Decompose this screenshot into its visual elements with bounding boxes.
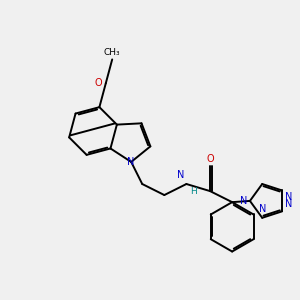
Text: N: N — [240, 196, 247, 206]
Text: O: O — [206, 154, 214, 164]
Text: N: N — [285, 199, 293, 209]
Text: O: O — [94, 78, 102, 88]
Text: N: N — [177, 170, 184, 180]
Text: N: N — [285, 192, 293, 202]
Text: N: N — [128, 157, 135, 167]
Text: H: H — [190, 187, 197, 196]
Text: N: N — [259, 205, 266, 214]
Text: CH₃: CH₃ — [104, 48, 121, 57]
